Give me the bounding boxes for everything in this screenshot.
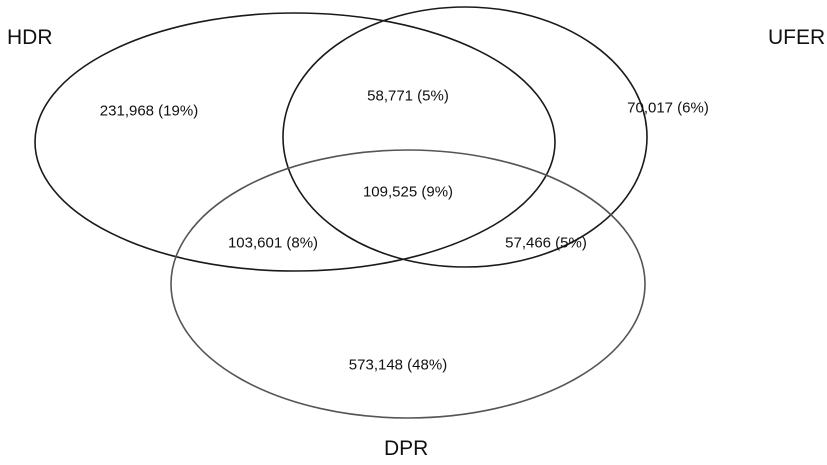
hdr-dpr-count: 103,601 (8%) xyxy=(227,234,319,252)
ufer-set-label: UFER xyxy=(768,26,826,49)
ufer-dpr-count: 57,466 (5%) xyxy=(505,234,587,252)
dpr-ellipse xyxy=(170,149,646,419)
hdr-ellipse xyxy=(34,12,556,272)
ufer-ellipse xyxy=(282,6,648,268)
dpr-set-label: DPR xyxy=(384,437,429,460)
ufer-only-count: 70,017 (6%) xyxy=(627,99,709,117)
hdr-only-count: 231,968 (19%) xyxy=(99,102,199,120)
all-three-count: 109,525 (9%) xyxy=(362,183,454,201)
dpr-only-count: 573,148 (48%) xyxy=(348,356,448,374)
hdr-set-label: HDR xyxy=(7,26,53,49)
hdr-ufer-count: 58,771 (5%) xyxy=(367,87,449,105)
